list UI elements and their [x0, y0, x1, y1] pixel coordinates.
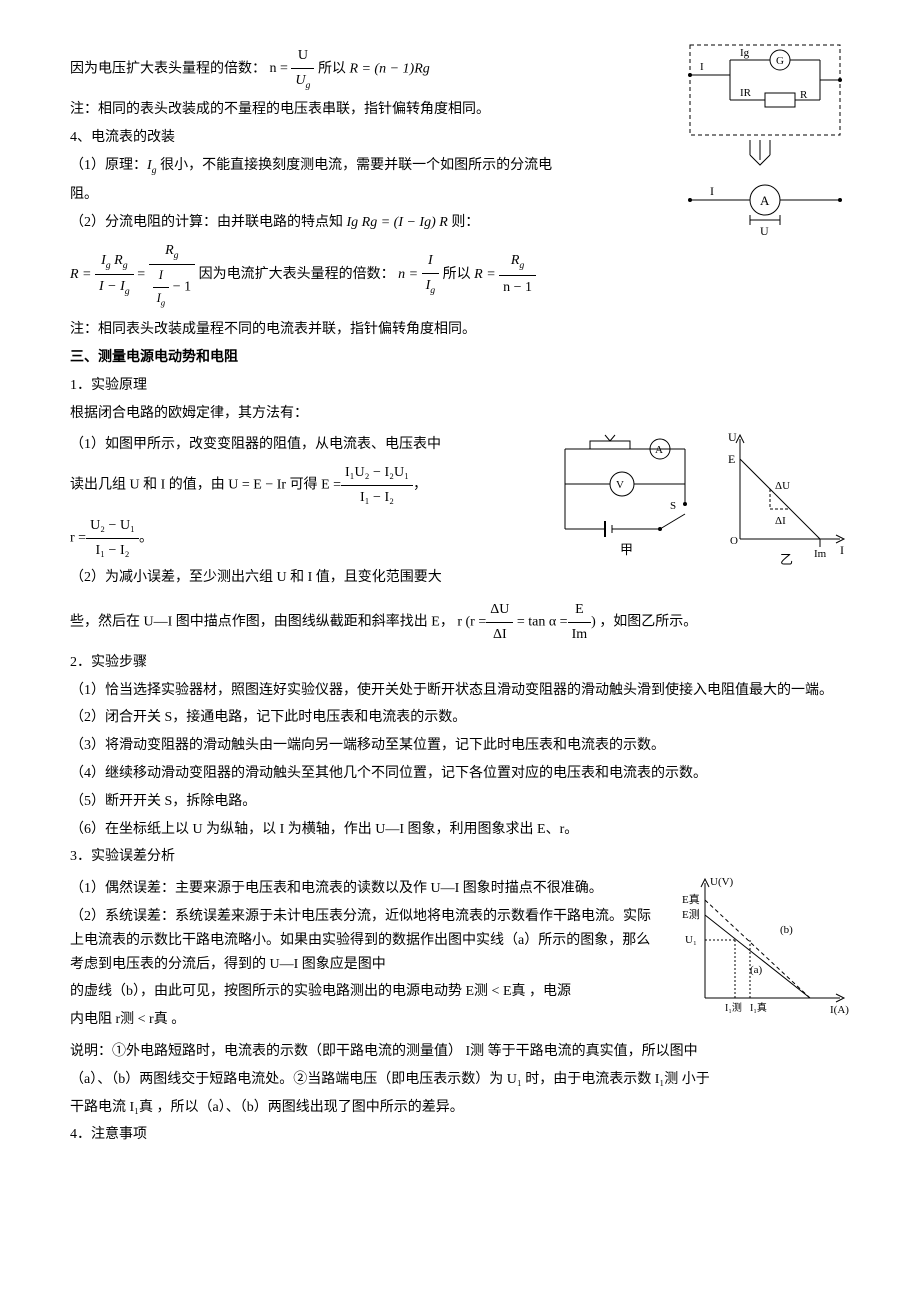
- svg-text:U: U: [760, 224, 769, 238]
- svg-text:I: I: [840, 543, 844, 557]
- para: 读出几组 U 和 I 的值，由 U = E − Ir 可得 E =I₁U₂ − …: [70, 461, 530, 510]
- para: （2）系统误差：系统误差来源于未计电压表分流，近似地将电流表的示数看作干路电流。…: [70, 905, 660, 976]
- eq: n =: [270, 57, 288, 81]
- svg-text:O: O: [730, 535, 738, 547]
- svg-text:E: E: [728, 452, 735, 466]
- para: （3）将滑动变阻器的滑动触头由一端向另一端移动至某位置，记下此时电压表和电流表的…: [70, 734, 850, 758]
- para: 3．实验误差分析: [70, 845, 850, 869]
- eq-line: r =U₂ − U₁I₁ − I₂。: [70, 514, 530, 563]
- para: （2）分流电阻的计算：由并联电路的特点知 Ig Rg = (I − Ig) R …: [70, 211, 660, 235]
- para: 4．注意事项: [70, 1123, 850, 1147]
- para: 阻。: [70, 183, 660, 207]
- svg-text:A: A: [655, 444, 663, 456]
- svg-text:I₁真: I₁真: [750, 1001, 767, 1014]
- svg-text:E测: E测: [682, 908, 700, 921]
- para: （2）闭合开关 S，接通电路，记下此时电压表和电流表的示数。: [70, 706, 850, 730]
- para: 4、电流表的改装: [70, 126, 660, 150]
- para: （1）如图甲所示，改变变阻器的阻值，从电流表、电压表中: [70, 433, 530, 457]
- fig-error-graph: U(V) I(A) E真 E测 U₁ (b) (a) I₁测 I₁真: [680, 873, 850, 1023]
- svg-text:乙: 乙: [780, 552, 793, 567]
- svg-text:R: R: [800, 89, 808, 101]
- svg-text:甲: 甲: [620, 542, 633, 557]
- para: （4）继续移动滑动变阻器的滑动触头至其他几个不同位置，记下各位置对应的电压表和电…: [70, 762, 850, 786]
- svg-text:A: A: [760, 193, 770, 208]
- para: （5）断开开关 S，拆除电路。: [70, 790, 850, 814]
- para: 注：相同表头改装成量程不同的电流表并联，指针偏转角度相同。: [70, 318, 850, 342]
- svg-text:U(V): U(V): [710, 876, 734, 888]
- para: 1．实验原理: [70, 374, 850, 398]
- para: 的虚线（b），由此可见，按图所示的实验电路测出的电源电动势 E测 < E真 ，电…: [70, 980, 660, 1004]
- heading: 三、测量电源电动势和电阻: [70, 346, 850, 370]
- svg-text:ΔU: ΔU: [775, 480, 790, 492]
- svg-text:Im: Im: [814, 548, 827, 560]
- svg-text:Ig: Ig: [740, 47, 750, 59]
- svg-text:V: V: [616, 479, 624, 491]
- para: 根据闭合电路的欧姆定律，其方法有：: [70, 402, 850, 426]
- para: 干路电流 I₁真 ，所以（a）、（b）两图线出现了图中所示的差异。: [70, 1096, 850, 1120]
- para: （1）恰当选择实验器材，照图连好实验仪器，使开关处于断开状态且滑动变阻器的滑动触…: [70, 679, 850, 703]
- svg-text:(b): (b): [780, 924, 793, 936]
- fig-graph-yi: U I E ΔU ΔI O Im 乙: [720, 429, 850, 569]
- svg-text:I(A): I(A): [830, 1004, 849, 1016]
- para: （2）为减小误差，至少测出六组 U 和 I 值，且变化范围要大: [70, 566, 530, 590]
- svg-text:I: I: [700, 61, 704, 73]
- svg-text:G: G: [776, 55, 784, 67]
- eq-line: R = Ig RgI − Ig = RgIIg − 1 因为电流扩大表头量程的倍…: [70, 239, 660, 310]
- svg-text:ΔI: ΔI: [775, 515, 786, 527]
- para: 2．实验步骤: [70, 651, 850, 675]
- svg-text:(a): (a): [750, 964, 763, 976]
- para: （1）原理：Ig 很小，不能直接换刻度测电流，需要并联一个如图所示的分流电: [70, 154, 660, 179]
- svg-text:I₁测: I₁测: [725, 1001, 742, 1014]
- para: 注：相同的表头改装成的不量程的电压表串联，指针偏转角度相同。: [70, 98, 660, 122]
- para: 些，然后在 U—I 图中描点作图，由图线纵截距和斜率找出 E， r (r =ΔU…: [70, 598, 850, 647]
- para: 因为电压扩大表头量程的倍数： n = UUg 所以 R = (n − 1)Rg: [70, 44, 660, 94]
- svg-text:IR: IR: [740, 87, 752, 99]
- svg-text:I: I: [710, 184, 714, 198]
- svg-text:E真: E真: [682, 892, 700, 906]
- svg-text:S: S: [670, 500, 676, 512]
- fig-circuit-jia: A V S 甲: [550, 429, 700, 569]
- svg-text:U: U: [728, 430, 737, 444]
- fig-ammeter-conversion: I Ig G IR R I A U: [680, 40, 850, 250]
- para: （a）、（b）两图线交于短路电流处。②当路端电压（即电压表示数）为 U₁ 时，由…: [70, 1068, 850, 1092]
- svg-text:U₁: U₁: [685, 934, 697, 946]
- para: 内电阻 r测 < r真 。: [70, 1008, 660, 1032]
- para: 说明：①外电路短路时，电流表的示数（即干路电流的测量值） I测 等于干路电流的真…: [70, 1040, 850, 1064]
- para: （1）偶然误差：主要来源于电压表和电流表的读数以及作 U—I 图象时描点不很准确…: [70, 877, 660, 901]
- para: （6）在坐标纸上以 U 为纵轴，以 I 为横轴，作出 U—I 图象，利用图象求出…: [70, 818, 850, 842]
